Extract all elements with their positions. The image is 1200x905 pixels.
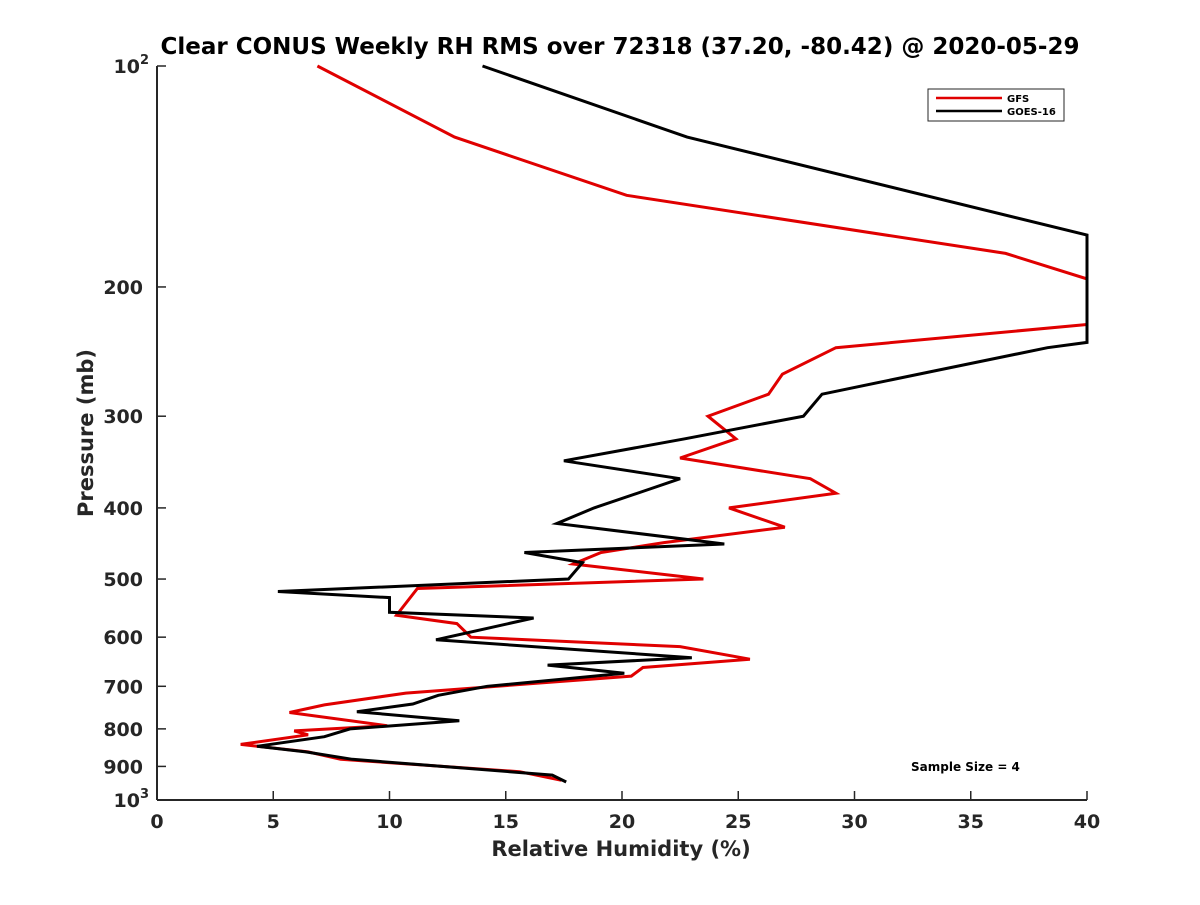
- series-line-gfs: [240, 64, 1089, 782]
- y-ticks: 102 200 300 400 500 600 700 800 900 103: [103, 53, 166, 812]
- x-tick-label: 30: [841, 811, 867, 833]
- x-tick-label: 5: [267, 811, 280, 833]
- sample-size-annotation: Sample Size = 4: [911, 760, 1020, 774]
- y-tick-label: 700: [103, 676, 143, 698]
- legend-box: [927, 88, 1065, 122]
- y-tick-label: 800: [103, 719, 143, 741]
- x-tick-label: 20: [609, 811, 635, 833]
- y-tick-label: 400: [103, 498, 143, 520]
- series-layer: [240, 64, 1089, 784]
- y-tick-label: 300: [103, 406, 143, 428]
- legend-label-gfs: GFS: [1007, 94, 1029, 105]
- chart-title: Clear CONUS Weekly RH RMS over 72318 (37…: [161, 34, 1080, 60]
- x-tick-label: 10: [376, 811, 402, 833]
- x-axis-label: Relative Humidity (%): [491, 837, 750, 861]
- series-line-goes16: [256, 64, 1089, 784]
- x-tick-label: 25: [725, 811, 751, 833]
- y-axis-label: Pressure (mb): [74, 349, 98, 517]
- legend: GFS GOES-16: [927, 88, 1065, 122]
- legend-label-goes16: GOES-16: [1007, 107, 1056, 118]
- x-tick-label: 15: [493, 811, 519, 833]
- y-tick-label: 600: [103, 627, 143, 649]
- y-tick-label: 103: [114, 787, 150, 812]
- y-tick-label: 900: [103, 756, 143, 778]
- x-ticks: 0 5 10 15 20 25 30 35 40: [150, 791, 1100, 833]
- y-tick-label: 102: [114, 53, 150, 78]
- x-tick-label: 35: [958, 811, 984, 833]
- x-tick-label: 0: [150, 811, 163, 833]
- y-tick-label: 500: [103, 569, 143, 591]
- y-tick-label: 200: [103, 277, 143, 299]
- x-tick-label: 40: [1074, 811, 1100, 833]
